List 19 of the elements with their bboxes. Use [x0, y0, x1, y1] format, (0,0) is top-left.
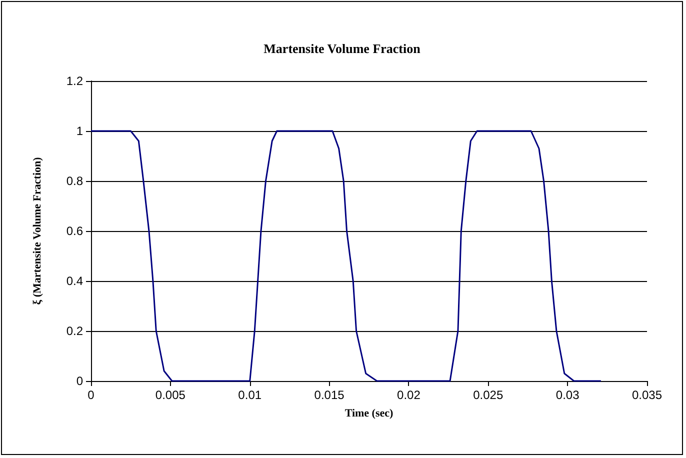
x-tick-label: 0.02	[397, 388, 421, 402]
y-axis-title: ξ (Martensite Volume Fraction)	[32, 156, 44, 305]
y-tick-label: 0.4	[66, 274, 84, 288]
y-tick-label: 0.2	[66, 324, 84, 338]
y-tick-label: 1	[76, 124, 84, 138]
chart-title: Martensite Volume Fraction	[264, 41, 422, 56]
y-tick-label: 0.8	[66, 174, 84, 188]
x-tick-label: 0.005	[155, 388, 186, 402]
x-tick-label: 0.035	[632, 388, 662, 402]
y-tick-label: 0.6	[66, 224, 84, 238]
x-axis-title: Time (sec)	[344, 408, 394, 420]
x-tick-label: 0.01	[238, 388, 262, 402]
line-series	[90, 130, 602, 382]
y-tick-label: 0	[76, 374, 84, 388]
y-tick-label: 1.2	[66, 74, 84, 88]
x-tick-label: 0.015	[314, 388, 345, 402]
x-tick-label: 0	[88, 388, 95, 402]
x-tick-label: 0.03	[556, 388, 580, 402]
x-tick-label: 0.025	[473, 388, 504, 402]
